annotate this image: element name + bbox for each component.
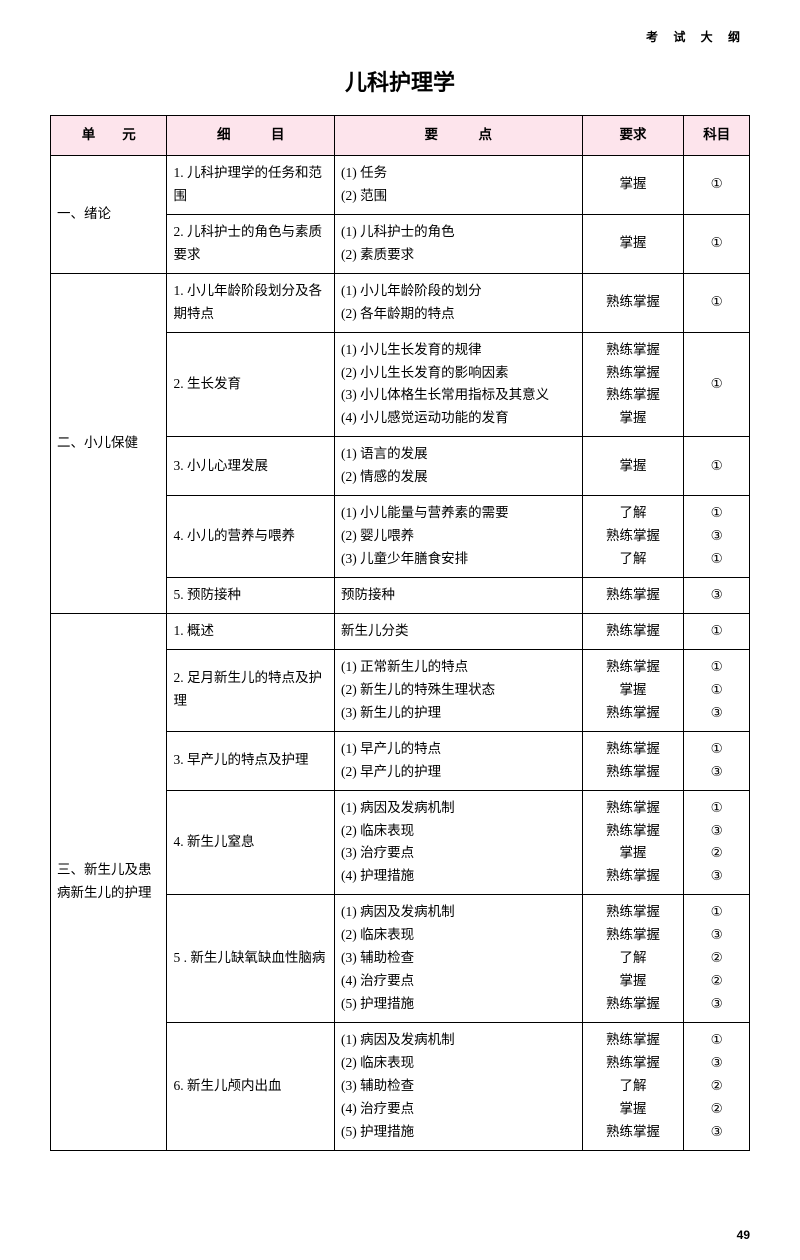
table-row: 二、小儿保健1. 小儿年龄阶段划分及各期特点(1) 小儿年龄阶段的划分(2) 各…: [51, 273, 750, 332]
req-cell: 熟练掌握熟练掌握: [582, 731, 684, 790]
point-cell: (1) 早产儿的特点(2) 早产儿的护理: [334, 731, 582, 790]
subj-cell: ①③: [684, 731, 750, 790]
point-cell: (1) 小儿年龄阶段的划分(2) 各年龄期的特点: [334, 273, 582, 332]
req-cell: 掌握: [582, 214, 684, 273]
detail-cell: 1. 小儿年龄阶段划分及各期特点: [167, 273, 334, 332]
detail-cell: 6. 新生儿颅内出血: [167, 1023, 334, 1151]
subj-cell: ①: [684, 437, 750, 496]
req-cell: 熟练掌握熟练掌握了解掌握熟练掌握: [582, 895, 684, 1023]
point-cell: (1) 语言的发展(2) 情感的发展: [334, 437, 582, 496]
point-cell: 预防接种: [334, 578, 582, 614]
point-cell: (1) 任务(2) 范围: [334, 155, 582, 214]
req-cell: 熟练掌握掌握熟练掌握: [582, 649, 684, 731]
point-cell: (1) 儿科护士的角色(2) 素质要求: [334, 214, 582, 273]
detail-cell: 1. 儿科护理学的任务和范围: [167, 155, 334, 214]
subj-cell: ①③②③: [684, 790, 750, 895]
col-subj-header: 科目: [684, 116, 750, 156]
subj-cell: ①: [684, 214, 750, 273]
unit-cell: 三、新生儿及患病新生儿的护理: [51, 613, 167, 1150]
subj-cell: ①①③: [684, 649, 750, 731]
detail-cell: 4. 新生儿窒息: [167, 790, 334, 895]
detail-cell: 2. 生长发育: [167, 332, 334, 437]
req-cell: 了解熟练掌握了解: [582, 496, 684, 578]
point-cell: (1) 小儿能量与营养素的需要(2) 婴儿喂养(3) 儿童少年膳食安排: [334, 496, 582, 578]
subj-cell: ①: [684, 273, 750, 332]
subj-cell: ①③②②③: [684, 895, 750, 1023]
point-cell: (1) 病因及发病机制(2) 临床表现(3) 辅助检查(4) 治疗要点(5) 护…: [334, 895, 582, 1023]
table-row: 一、绪论1. 儿科护理学的任务和范围(1) 任务(2) 范围掌握①: [51, 155, 750, 214]
detail-cell: 1. 概述: [167, 613, 334, 649]
unit-cell: 一、绪论: [51, 155, 167, 273]
point-cell: 新生儿分类: [334, 613, 582, 649]
point-cell: (1) 病因及发病机制(2) 临床表现(3) 辅助检查(4) 治疗要点(5) 护…: [334, 1023, 582, 1151]
syllabus-table: 单 元 细 目 要 点 要求 科目 一、绪论1. 儿科护理学的任务和范围(1) …: [50, 115, 750, 1151]
req-cell: 熟练掌握熟练掌握了解掌握熟练掌握: [582, 1023, 684, 1151]
table-body: 一、绪论1. 儿科护理学的任务和范围(1) 任务(2) 范围掌握①2. 儿科护士…: [51, 155, 750, 1150]
req-cell: 掌握: [582, 155, 684, 214]
req-cell: 熟练掌握熟练掌握掌握熟练掌握: [582, 790, 684, 895]
subj-cell: ①③②②③: [684, 1023, 750, 1151]
col-detail-header: 细 目: [167, 116, 334, 156]
req-cell: 熟练掌握: [582, 273, 684, 332]
detail-cell: 3. 早产儿的特点及护理: [167, 731, 334, 790]
unit-cell: 二、小儿保健: [51, 273, 167, 613]
col-unit-header: 单 元: [51, 116, 167, 156]
req-cell: 熟练掌握熟练掌握熟练掌握掌握: [582, 332, 684, 437]
col-req-header: 要求: [582, 116, 684, 156]
subj-cell: ①③①: [684, 496, 750, 578]
page-number: 49: [737, 1228, 750, 1242]
subj-cell: ①: [684, 613, 750, 649]
detail-cell: 2. 足月新生儿的特点及护理: [167, 649, 334, 731]
detail-cell: 3. 小儿心理发展: [167, 437, 334, 496]
col-point-header: 要 点: [334, 116, 582, 156]
table-row: 三、新生儿及患病新生儿的护理1. 概述新生儿分类熟练掌握①: [51, 613, 750, 649]
page-running-header: 考 试 大 纲: [50, 28, 750, 45]
req-cell: 掌握: [582, 437, 684, 496]
detail-cell: 5 . 新生儿缺氧缺血性脑病: [167, 895, 334, 1023]
subj-cell: ①: [684, 155, 750, 214]
subj-cell: ③: [684, 578, 750, 614]
page-title: 儿科护理学: [50, 65, 750, 97]
detail-cell: 4. 小儿的营养与喂养: [167, 496, 334, 578]
point-cell: (1) 正常新生儿的特点(2) 新生儿的特殊生理状态(3) 新生儿的护理: [334, 649, 582, 731]
point-cell: (1) 小儿生长发育的规律(2) 小儿生长发育的影响因素(3) 小儿体格生长常用…: [334, 332, 582, 437]
table-header-row: 单 元 细 目 要 点 要求 科目: [51, 116, 750, 156]
detail-cell: 2. 儿科护士的角色与素质要求: [167, 214, 334, 273]
subj-cell: ①: [684, 332, 750, 437]
req-cell: 熟练掌握: [582, 613, 684, 649]
req-cell: 熟练掌握: [582, 578, 684, 614]
detail-cell: 5. 预防接种: [167, 578, 334, 614]
point-cell: (1) 病因及发病机制(2) 临床表现(3) 治疗要点(4) 护理措施: [334, 790, 582, 895]
